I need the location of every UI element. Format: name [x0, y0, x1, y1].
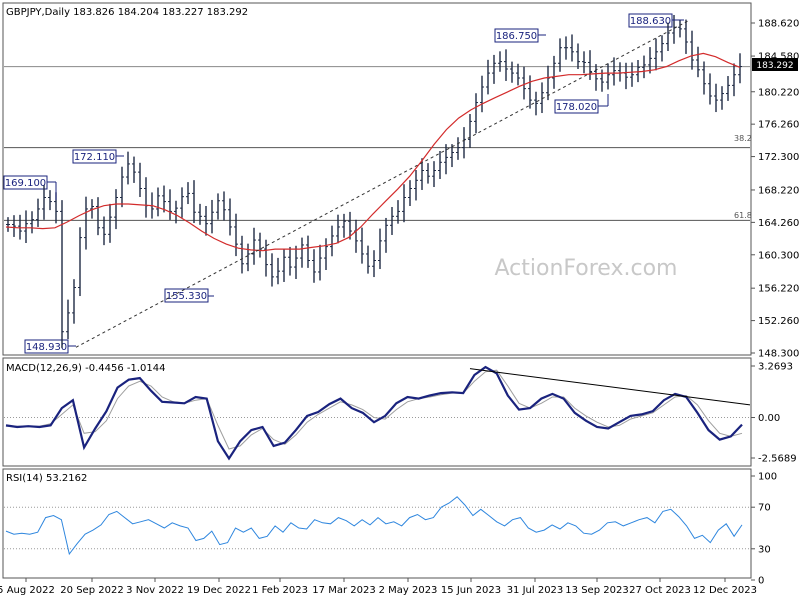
- swing-label-188630: 188.630: [628, 13, 673, 28]
- signal-line: [6, 369, 743, 450]
- price-y-tick-label: 156.220: [758, 284, 799, 295]
- price-title: GBPJPY,Daily 183.826 184.204 183.227 183…: [6, 7, 248, 18]
- macd-y-tick-label: -2.5689: [758, 454, 797, 465]
- price-y-tick-label: 176.260: [758, 120, 799, 131]
- x-tick-label: 17 Mar 2023: [312, 585, 375, 596]
- svg-text:188.630: 188.630: [630, 16, 671, 27]
- x-tick-label: 31 Jul 2023: [507, 585, 564, 596]
- x-tick-label: 12 Dec 2023: [693, 585, 757, 596]
- rsi-y-tick-label: 0: [758, 576, 764, 587]
- dynamic-marks: 188.620 184.580 180.220 176.260 172.300 168.2…: [0, 14, 799, 596]
- moving-average-line: [5, 52, 741, 252]
- x-tick-label: 2 May 2023: [379, 585, 438, 596]
- watermark: ActionForex.com: [495, 256, 678, 281]
- x-tick-label: 15 Jun 2023: [441, 585, 501, 596]
- x-tick-label: 20 Sep 2022: [60, 585, 123, 596]
- price-y-tick-label: 188.620: [758, 19, 799, 30]
- svg-text:178.020: 178.020: [556, 102, 597, 113]
- x-tick-label: 1 Feb 2023: [252, 585, 308, 596]
- price-y-tick-label: 152.260: [758, 316, 799, 327]
- swing-label-169100: 169.100: [3, 175, 48, 190]
- macd-trendline: [469, 368, 751, 406]
- svg-text:172.110: 172.110: [74, 152, 115, 163]
- price-y-tick-label: 172.300: [758, 152, 799, 163]
- price-y-tick-label: 184.580: [758, 52, 799, 63]
- swing-label-186750: 186.750: [494, 28, 539, 43]
- current-price-label: 183.292: [756, 61, 793, 71]
- macd-y-tick-label: 3.2693: [758, 362, 793, 373]
- macd-title: MACD(12,26,9) -0.4456 -1.0144: [6, 363, 166, 374]
- price-y-tick-label: 168.220: [758, 185, 799, 196]
- x-tick-label: 19 Dec 2022: [187, 585, 251, 596]
- macd-y-tick-label: 0.00: [758, 413, 780, 424]
- svg-text:169.100: 169.100: [5, 178, 46, 189]
- svg-text:148.930: 148.930: [26, 342, 67, 353]
- swing-label-172110: 172.110: [72, 149, 117, 164]
- price-y-tick-label: 148.300: [758, 349, 799, 360]
- rsi-y-tick-label: 30: [758, 544, 771, 555]
- fib-618-label: 61.8: [734, 211, 752, 220]
- trendline-dashed: [75, 19, 691, 348]
- x-tick-label: 13 Sep 2023: [565, 585, 628, 596]
- macd-line: [5, 365, 743, 461]
- rsi-y-tick-label: 70: [758, 503, 771, 514]
- price-y-tick-label: 180.220: [758, 87, 799, 98]
- rsi-y-tick-label: 100: [758, 472, 777, 483]
- x-tick-label: 27 Oct 2023: [629, 585, 691, 596]
- rsi-title: RSI(14) 53.2162: [6, 473, 87, 484]
- svg-text:155.330: 155.330: [166, 291, 207, 302]
- rsi-line: [5, 496, 743, 556]
- swing-label-155330: 155.330: [164, 288, 209, 303]
- price-y-tick-label: 164.260: [758, 218, 799, 229]
- current-price-tag: [752, 58, 798, 71]
- x-tick-label: 5 Aug 2022: [0, 585, 55, 596]
- price-panel-frame: [2, 2, 752, 356]
- price-y-tick-label: 160.300: [758, 250, 799, 261]
- rsi-panel-frame: [2, 468, 752, 579]
- svg-text:186.750: 186.750: [496, 31, 537, 42]
- swing-label-178020: 178.020: [554, 99, 599, 114]
- macd-panel-frame: [2, 357, 752, 467]
- fib-382-label: 38.2: [734, 134, 752, 143]
- x-tick-label: 3 Nov 2022: [126, 585, 184, 596]
